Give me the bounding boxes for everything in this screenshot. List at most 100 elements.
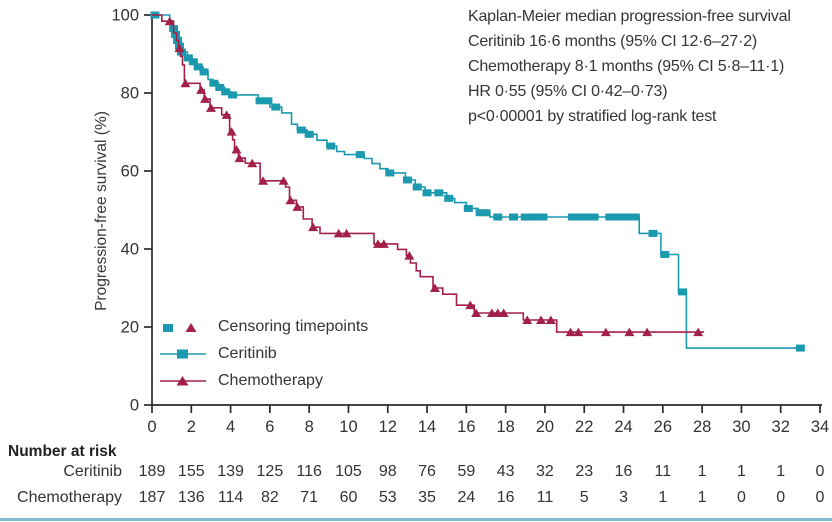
x-tick-label: 18	[496, 418, 514, 436]
ceritinib-censor-marker	[509, 213, 519, 221]
risk-count: 0	[815, 489, 825, 506]
y-tick-label: 0	[130, 397, 139, 415]
ceritinib-censor-marker	[795, 344, 805, 352]
x-tick-label: 30	[732, 418, 750, 436]
chemotherapy-censor-marker	[465, 300, 476, 310]
legend-row-censoring: Censoring timepoints	[160, 313, 368, 340]
chemotherapy-censor-marker	[600, 327, 611, 337]
risk-count: 1	[697, 463, 707, 480]
ceritinib-censor-marker	[589, 213, 599, 221]
ceritinib-censor-marker	[660, 250, 670, 258]
risk-row-label-ceritinib: Ceritinib	[63, 463, 122, 480]
risk-count: 105	[335, 463, 362, 480]
chemotherapy-censor-marker	[292, 202, 303, 211]
stats-annotation: Kaplan-Meier median progression-free sur…	[468, 4, 828, 129]
ceritinib-censor-marker	[624, 213, 634, 221]
ceritinib-censor-marker	[605, 213, 615, 221]
x-tick-label: 8	[305, 418, 314, 436]
legend-row-ceritinib: Ceritinib	[160, 340, 368, 367]
chemotherapy-censor-marker	[471, 308, 482, 317]
risk-count: 35	[418, 489, 436, 506]
square-censor-icon	[163, 323, 173, 332]
x-tick-label: 26	[654, 418, 672, 436]
ceritinib-censor-marker	[385, 169, 395, 177]
ceritinib-censor-marker	[583, 213, 593, 221]
y-tick-label: 20	[121, 319, 139, 337]
chemotherapy-censor-marker	[258, 176, 269, 185]
ceritinib-censor-marker	[617, 213, 627, 221]
risk-count: 11	[654, 463, 672, 480]
risk-count: 187	[138, 489, 166, 506]
legend: Censoring timepoints Ceritinib Chemother…	[160, 313, 368, 394]
legend-label-chemotherapy: Chemotherapy	[218, 371, 323, 389]
ceritinib-line-icon	[160, 347, 212, 361]
ceritinib-censor-marker	[648, 229, 658, 237]
risk-count: 189	[138, 463, 166, 480]
risk-count: 82	[260, 489, 279, 506]
chemotherapy-censor-marker	[196, 85, 207, 94]
x-tick-label: 24	[614, 418, 632, 436]
ceritinib-censor-marker	[228, 91, 238, 99]
risk-count: 11	[536, 489, 554, 506]
legend-label-ceritinib: Ceritinib	[218, 344, 277, 362]
ceritinib-censor-marker	[434, 189, 444, 197]
x-tick-label: 28	[693, 418, 711, 436]
ceritinib-censor-marker	[677, 288, 687, 296]
x-tick-label: 0	[147, 418, 156, 436]
chemotherapy-censor-marker	[565, 327, 576, 337]
risk-count: 5	[579, 489, 589, 506]
ceritinib-censor-marker	[263, 97, 273, 105]
legend-row-chemotherapy: Chemotherapy	[160, 367, 368, 394]
x-tick-label: 32	[772, 418, 790, 436]
ceritinib-censor-marker	[575, 213, 585, 221]
ceritinib-censor-marker	[493, 213, 503, 221]
ceritinib-censor-marker	[532, 213, 542, 221]
ceritinib-censor-marker	[463, 204, 473, 212]
annotation-line-ceritinib-median: Ceritinib 16·6 months (95% CI 12·6–27·2)	[468, 33, 758, 50]
ceritinib-censor-marker	[296, 126, 306, 134]
chemotherapy-censor-marker	[642, 327, 653, 337]
chemotherapy-censor-marker	[573, 327, 584, 337]
y-axis-title: Progression-free survival (%)	[93, 111, 110, 311]
risk-count: 24	[457, 489, 476, 506]
chemotherapy-censor-marker	[226, 127, 237, 136]
risk-count: 16	[496, 489, 515, 506]
ceritinib-censor-marker	[412, 183, 422, 191]
ceritinib-censor-marker	[171, 31, 181, 38]
ceritinib-censor-marker	[193, 63, 203, 71]
x-tick-label: 2	[187, 418, 196, 436]
risk-count: 43	[496, 463, 515, 480]
ceritinib-censor-marker	[526, 213, 536, 221]
risk-count: 114	[217, 489, 244, 506]
x-tick-label: 14	[418, 418, 436, 436]
x-tick-label: 22	[575, 418, 593, 436]
ceritinib-censor-marker	[422, 189, 432, 197]
annotation-line-chemotherapy-median: Chemotherapy 8·1 months (95% CI 5·8–11·1…	[468, 58, 785, 75]
ceritinib-censor-marker	[199, 68, 209, 76]
risk-count: 0	[736, 489, 746, 506]
risk-count: 1	[658, 489, 668, 506]
y-tick-label: 60	[121, 163, 139, 181]
ceritinib-censor-marker	[538, 213, 548, 221]
ceritinib-censor-marker	[475, 209, 485, 217]
y-tick-label: 40	[121, 241, 139, 259]
ceritinib-censor-marker	[444, 194, 454, 202]
chemotherapy-censor-marker	[404, 251, 415, 260]
chemotherapy-censor-marker	[231, 145, 242, 154]
censoring-markers-icon	[160, 320, 212, 334]
risk-row-label-chemotherapy: Chemotherapy	[17, 489, 122, 506]
x-tick-label: 4	[226, 418, 235, 436]
risk-count: 60	[339, 489, 358, 506]
risk-count: 1	[697, 489, 707, 506]
x-tick-label: 34	[811, 418, 829, 436]
annotation-line-hazard-ratio: HR 0·55 (95% CI 0·42–0·73)	[468, 83, 668, 100]
chemotherapy-censor-marker	[200, 94, 211, 103]
annotation-line-pvalue: p<0·00001 by stratified log-rank test	[468, 108, 717, 125]
ceritinib-censor-marker	[304, 130, 314, 138]
ceritinib-censor-marker	[481, 209, 491, 217]
risk-count: 139	[217, 463, 244, 480]
ceritinib-censor-marker	[567, 213, 577, 221]
ceritinib-censor-marker	[209, 79, 219, 87]
triangle-censor-icon	[185, 322, 197, 332]
